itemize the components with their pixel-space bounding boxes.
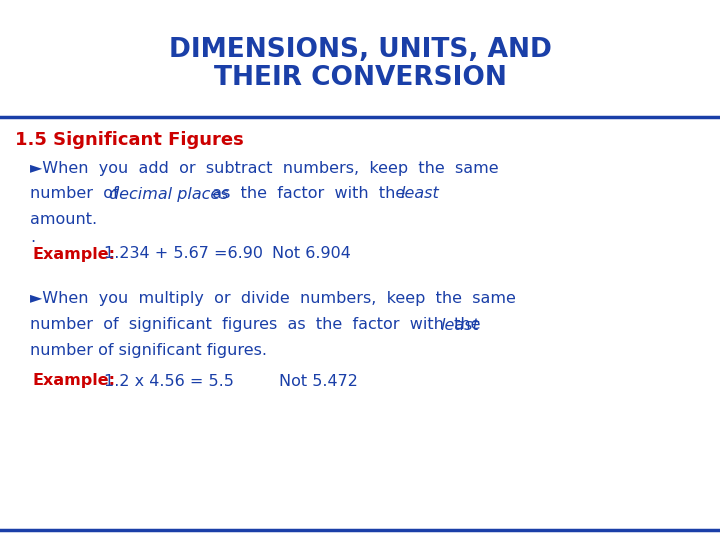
Text: Example:: Example: — [32, 246, 115, 261]
Text: amount.: amount. — [30, 213, 97, 227]
Text: Not 6.904: Not 6.904 — [272, 246, 351, 261]
Text: number  of  significant  figures  as  the  factor  with  the: number of significant figures as the fac… — [30, 318, 491, 333]
Text: ►When  you  multiply  or  divide  numbers,  keep  the  same: ►When you multiply or divide numbers, ke… — [30, 292, 516, 307]
Text: ►When  you  add  or  subtract  numbers,  keep  the  same: ►When you add or subtract numbers, keep … — [30, 160, 499, 176]
Text: 1.234 + 5.67 =6.90: 1.234 + 5.67 =6.90 — [104, 246, 263, 261]
Text: number  of: number of — [30, 186, 129, 201]
Text: 1.2 x 4.56 = 5.5: 1.2 x 4.56 = 5.5 — [104, 374, 234, 388]
Text: as  the  factor  with  the: as the factor with the — [202, 186, 415, 201]
Text: number of significant figures.: number of significant figures. — [30, 343, 267, 359]
Text: THEIR CONVERSION: THEIR CONVERSION — [214, 65, 506, 91]
Text: Not 5.472: Not 5.472 — [279, 374, 358, 388]
Text: decimal places: decimal places — [109, 186, 229, 201]
Text: least: least — [441, 318, 480, 333]
Text: Example:: Example: — [32, 374, 115, 388]
Text: 1.5 Significant Figures: 1.5 Significant Figures — [15, 131, 244, 149]
Text: .: . — [30, 231, 35, 246]
Text: DIMENSIONS, UNITS, AND: DIMENSIONS, UNITS, AND — [168, 37, 552, 63]
Text: least: least — [401, 186, 439, 201]
